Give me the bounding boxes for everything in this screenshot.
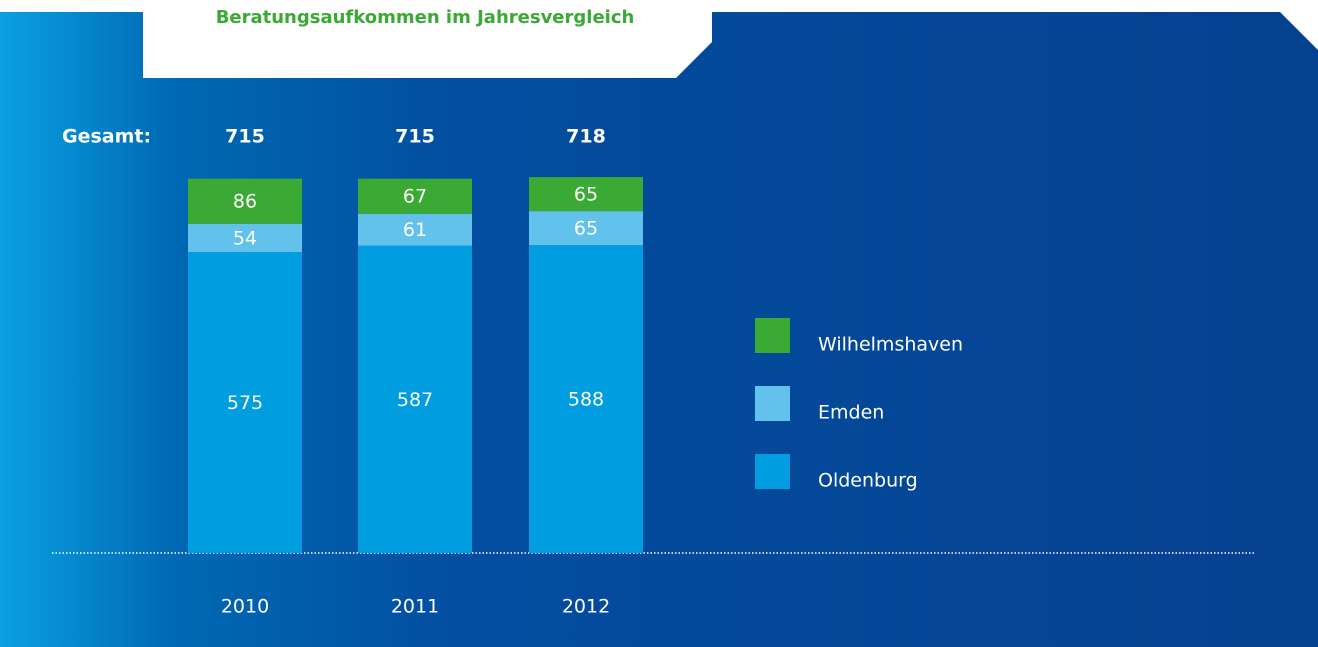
bar-segment <box>188 223 302 252</box>
bar-segment <box>529 177 643 212</box>
bar-segment <box>188 251 302 554</box>
chart-title: Beratungsaufkommen im Jahresvergleich <box>216 7 635 28</box>
total-value: 715 <box>225 126 265 148</box>
total-value: 715 <box>395 126 435 148</box>
value-label: 588 <box>568 389 604 411</box>
x-tick-label: 2011 <box>391 596 439 618</box>
legend-label: Emden <box>818 402 884 424</box>
value-label: 67 <box>403 186 427 208</box>
value-label: 61 <box>403 219 427 241</box>
total-value: 718 <box>566 126 606 148</box>
bar-segment <box>358 213 472 246</box>
bar-segment <box>358 245 472 553</box>
x-tick-label: 2012 <box>562 596 610 618</box>
bar-segment <box>529 211 643 246</box>
value-label: 587 <box>397 389 433 411</box>
bar-segment <box>188 178 302 224</box>
legend-label: Oldenburg <box>818 470 918 492</box>
value-label: 65 <box>574 184 598 206</box>
value-label: 54 <box>233 227 257 249</box>
legend-swatch <box>755 318 790 353</box>
value-label: 86 <box>233 191 257 213</box>
value-label: 575 <box>227 392 263 414</box>
legend-label: Wilhelmshaven <box>818 334 963 356</box>
bar-segment <box>529 245 643 553</box>
title-tab <box>143 0 712 78</box>
x-tick-label: 2010 <box>221 596 269 618</box>
legend-swatch <box>755 386 790 421</box>
value-label: 65 <box>574 218 598 240</box>
legend-swatch <box>755 454 790 489</box>
total-label: Gesamt: <box>62 126 151 148</box>
background <box>0 12 1318 647</box>
bar-segment <box>358 178 472 214</box>
